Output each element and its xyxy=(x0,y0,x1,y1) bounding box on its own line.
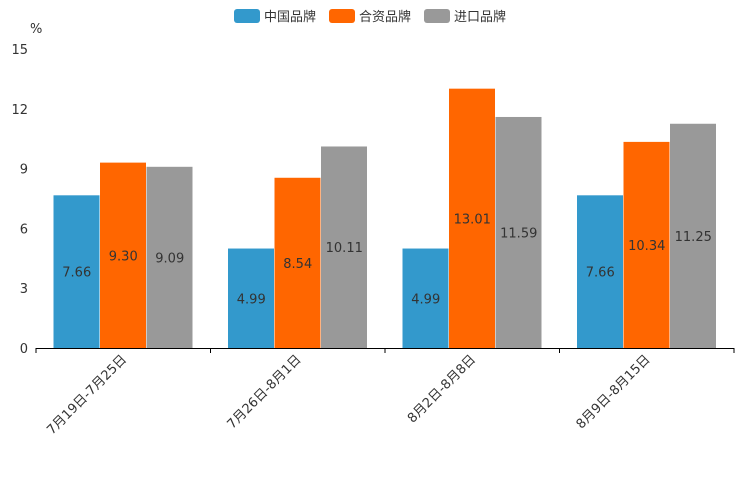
legend-label: 合资品牌 xyxy=(359,9,411,25)
y-tick-label: 15 xyxy=(11,43,28,58)
bar xyxy=(623,141,670,348)
bar xyxy=(274,177,321,348)
bar xyxy=(228,248,274,348)
data-labels-group: 7.66 9.30 9.09 4.99 8.54 10.11 4.99 13.01 11.59 7… xyxy=(62,212,712,307)
y-tick-label: 12 xyxy=(11,103,28,118)
bar xyxy=(146,166,193,348)
data-label: 9.30 xyxy=(109,249,138,264)
y-axis-unit-label: % xyxy=(30,22,42,37)
data-label: 4.99 xyxy=(237,292,266,307)
bar xyxy=(100,162,146,348)
bar xyxy=(449,88,495,349)
bar xyxy=(321,146,367,348)
y-tick-label: 3 xyxy=(20,282,28,297)
y-tick-label: 0 xyxy=(20,342,28,357)
legend-swatch xyxy=(424,9,450,23)
data-label: 10.11 xyxy=(326,241,363,256)
x-category-label: 8月2日-8月8日 xyxy=(405,352,479,426)
data-label: 9.09 xyxy=(155,251,184,266)
data-label: 7.66 xyxy=(62,266,91,281)
legend-label: 进口品牌 xyxy=(454,9,506,25)
bars-group xyxy=(53,88,716,349)
y-tick-label: 6 xyxy=(20,222,28,237)
legend: 中国品牌 合资品牌 进口品牌 xyxy=(234,9,506,25)
data-label: 4.99 xyxy=(411,292,440,307)
bar xyxy=(402,248,449,348)
data-label: 10.34 xyxy=(628,239,665,254)
data-label: 11.59 xyxy=(500,226,537,241)
data-label: 8.54 xyxy=(283,257,312,272)
bar xyxy=(577,195,623,348)
data-label: 11.25 xyxy=(675,230,712,245)
data-label: 13.01 xyxy=(454,212,491,227)
legend-label: 中国品牌 xyxy=(264,9,316,25)
bar xyxy=(495,116,542,349)
x-category-label: 8月9日-8月15日 xyxy=(574,352,654,432)
x-category-label: 7月19日-7月25日 xyxy=(44,352,130,438)
y-tick-label: 9 xyxy=(20,163,28,178)
bar xyxy=(670,123,716,348)
legend-swatch xyxy=(234,9,260,23)
data-label: 7.66 xyxy=(586,266,615,281)
y-axis: 0 3 6 9 12 15 xyxy=(11,43,28,357)
bar xyxy=(53,195,100,348)
legend-swatch xyxy=(329,9,355,23)
x-category-label: 7月26日-8月1日 xyxy=(225,352,305,432)
x-axis: 7月19日-7月25日 7月26日-8月1日 8月2日-8月8日 8月9日-8月15日 xyxy=(35,348,735,438)
